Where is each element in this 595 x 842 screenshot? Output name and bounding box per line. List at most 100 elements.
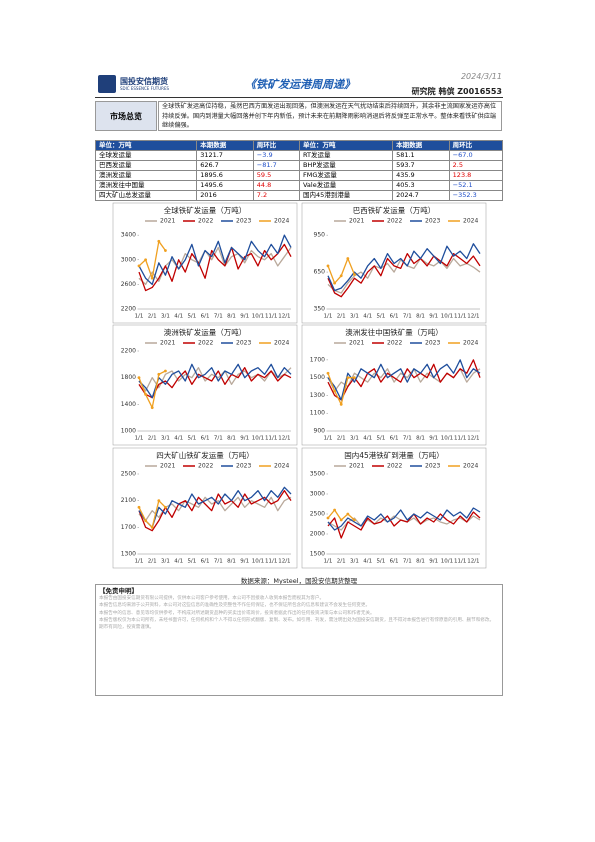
x-tick-label: 8/1: [227, 559, 236, 565]
legend-label: 2022: [387, 218, 402, 225]
table-row: 澳洲发运量 1895.6 59.5 FMG发运量 435.9 123.8: [94, 170, 504, 181]
series-point: [346, 512, 350, 516]
series-line: [327, 507, 481, 531]
series-point: [333, 389, 337, 393]
x-tick-label: 9/1: [429, 559, 438, 565]
x-tick-label: 1/1: [324, 314, 333, 320]
series-line: [138, 243, 292, 292]
x-tick-label: 11/1: [265, 314, 277, 320]
chart-title: 澳洲铁矿发运量（万吨）: [164, 327, 247, 337]
summary-table: 单位：万吨 本期数据 周环比 单位：万吨 本期数据 周环比 全球发运量 3121.7 −3.9 R…: [94, 140, 504, 201]
chart-title: 巴西铁矿发运量（万吨）: [353, 205, 436, 215]
legend-label: 2022: [198, 340, 213, 347]
x-tick-label: 12/1: [467, 314, 479, 320]
series-point: [339, 518, 343, 522]
series-point: [333, 508, 337, 512]
x-tick-label: 9/1: [240, 559, 249, 565]
x-tick-label: 6/1: [201, 314, 210, 320]
series-point: [164, 505, 167, 509]
x-tick-label: 10/1: [252, 314, 264, 320]
series-point: [137, 376, 141, 380]
legend-label: 2023: [236, 218, 251, 225]
series-point: [157, 499, 161, 503]
x-tick-label: 12/1: [467, 559, 479, 565]
series-point: [353, 518, 356, 522]
y-tick-label: 2500: [310, 511, 325, 518]
x-tick-label: 11/1: [454, 314, 466, 320]
legend-label: 2021: [349, 218, 364, 225]
logo-subtext: SDIC ESSENCE FUTURES: [120, 86, 170, 91]
y-tick-label: 1700: [121, 524, 136, 531]
x-tick-label: 3/1: [161, 559, 170, 565]
table-row: 四大矿山总发运量 2016 7.2 国内45港到港量 2024.7 −352.3: [94, 190, 504, 201]
x-tick-label: 10/1: [252, 559, 264, 565]
series-line: [138, 367, 292, 399]
x-tick-label: 1/1: [135, 314, 144, 320]
series-point: [150, 525, 154, 529]
series-line: [138, 363, 292, 399]
series-line: [327, 252, 481, 298]
x-tick-label: 9/1: [240, 436, 249, 442]
header-rule: [95, 97, 503, 98]
series-point: [144, 392, 148, 396]
y-tick-label: 1500: [310, 374, 325, 381]
y-tick-label: 650: [314, 269, 326, 276]
series-point: [144, 519, 148, 523]
x-tick-label: 12/1: [278, 314, 290, 320]
y-tick-label: 2600: [121, 281, 136, 288]
x-tick-label: 1/1: [324, 559, 333, 565]
table-cell: 7.2: [252, 190, 300, 201]
disclaimer-paragraph: 本报告版权仅为本公司所有，未经书面许可，任何机构和个人不得以任何形式翻版、复制、…: [99, 617, 495, 623]
x-tick-label: 11/1: [265, 436, 277, 442]
x-tick-label: 2/1: [337, 559, 346, 565]
x-tick-label: 10/1: [441, 559, 453, 565]
report-date: 2024/3/11: [460, 72, 502, 81]
data-source: 数据来源：Mysteel，国投安信期货整理: [240, 577, 358, 585]
x-tick-label: 8/1: [416, 559, 425, 565]
series-point: [326, 516, 330, 520]
disclaimer-paragraph: 本报告由国投安信期货有限公司提供，仅供本公司客户参考使用，本公司不因接收人收到本…: [99, 596, 325, 602]
x-tick-label: 5/1: [187, 314, 196, 320]
logo-mark: [98, 75, 116, 93]
legend-label: 2023: [236, 340, 251, 347]
x-tick-label: 8/1: [227, 314, 236, 320]
x-tick-label: 9/1: [240, 314, 249, 320]
chart-frame: [112, 202, 298, 324]
x-tick-label: 2/1: [148, 559, 157, 565]
x-tick-label: 6/1: [390, 314, 399, 320]
x-tick-label: 1/1: [135, 436, 144, 442]
x-tick-label: 2/1: [337, 436, 346, 442]
y-tick-label: 950: [314, 232, 326, 239]
y-tick-label: 1300: [310, 392, 325, 399]
x-tick-label: 7/1: [403, 436, 412, 442]
series-line: [327, 359, 481, 401]
legend-label: 2024: [274, 463, 289, 470]
x-tick-label: 4/1: [174, 559, 183, 565]
report-author: 研究院 韩傧 Z0016553: [411, 87, 502, 96]
disclaimer: 【免责申明】 本报告由国投安信期货有限公司提供，仅供本公司客户参考使用，本公司不…: [95, 584, 503, 696]
series-point: [353, 273, 356, 276]
x-tick-label: 2/1: [148, 314, 157, 320]
y-tick-label: 1500: [310, 551, 325, 558]
y-tick-label: 3000: [310, 491, 325, 498]
y-tick-label: 2200: [121, 348, 136, 355]
chart-title: 澳洲发往中国铁矿量（万吨）: [345, 327, 443, 337]
x-tick-label: 6/1: [390, 559, 399, 565]
x-tick-label: 5/1: [187, 436, 196, 442]
chart-frame: [301, 447, 487, 569]
x-tick-label: 4/1: [174, 314, 183, 320]
legend-label: 2021: [160, 218, 175, 225]
legend-label: 2022: [387, 340, 402, 347]
x-tick-label: 8/1: [416, 436, 425, 442]
x-tick-label: 11/1: [454, 559, 466, 565]
x-tick-label: 12/1: [278, 436, 290, 442]
x-tick-label: 7/1: [214, 314, 223, 320]
x-tick-label: 4/1: [363, 314, 372, 320]
chart-title: 国内45港铁矿到港量（万吨）: [344, 450, 444, 460]
x-tick-label: 8/1: [227, 436, 236, 442]
legend-label: 2024: [463, 463, 478, 470]
y-tick-label: 1300: [121, 551, 136, 558]
series-point: [353, 376, 356, 380]
overview-label: 市场总览: [95, 101, 157, 131]
